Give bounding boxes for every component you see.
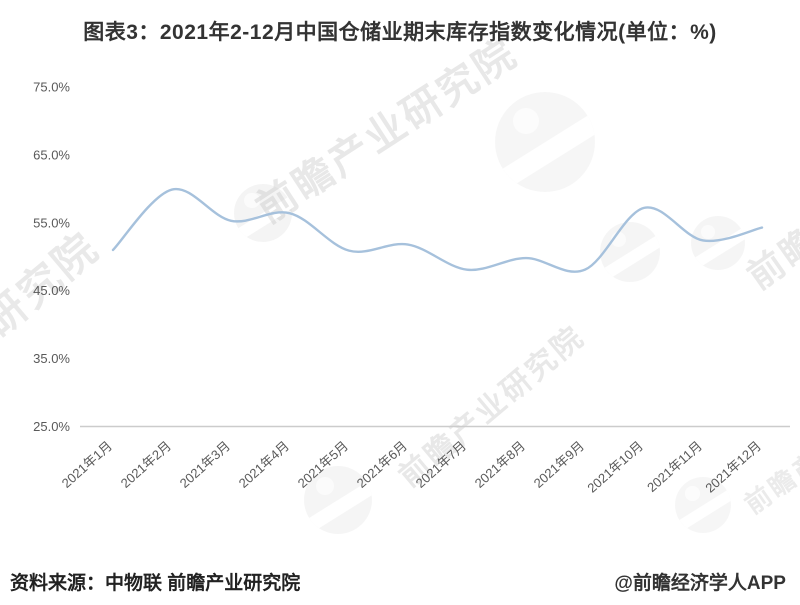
x-axis-tick: 2021年12月: [702, 438, 764, 496]
x-axis-tick: 2021年9月: [531, 438, 587, 491]
x-axis-tick: 2021年6月: [354, 438, 410, 491]
x-axis-tick: 2021年7月: [413, 438, 469, 491]
x-axis-tick: 2021年10月: [584, 438, 646, 496]
inventory-index-line: [111, 187, 764, 273]
x-axis-tick: 2021年8月: [472, 438, 528, 491]
y-axis-tick: 25.0%: [33, 419, 70, 434]
y-axis-tick: 45.0%: [33, 283, 70, 298]
y-axis-tick: 35.0%: [33, 351, 70, 366]
x-axis-tick: 2021年4月: [236, 438, 292, 491]
x-axis-tick: 2021年3月: [177, 438, 233, 491]
y-axis-tick: 55.0%: [33, 215, 70, 230]
x-axis-tick: 2021年2月: [118, 438, 174, 491]
x-axis-tick: 2021年5月: [295, 438, 351, 491]
brand-handle: @前瞻经济学人APP: [614, 573, 786, 594]
y-axis-tick: 65.0%: [33, 147, 70, 162]
x-axis-tick: 2021年1月: [59, 438, 115, 491]
y-axis-tick: 75.0%: [33, 80, 70, 95]
x-axis-tick: 2021年11月: [644, 438, 705, 495]
source-note: 资料来源：中物联 前瞻产业研究院: [10, 573, 301, 594]
chart-title: 图表3：2021年2-12月中国仓储业期末库存指数变化情况(单位：%): [83, 21, 717, 44]
